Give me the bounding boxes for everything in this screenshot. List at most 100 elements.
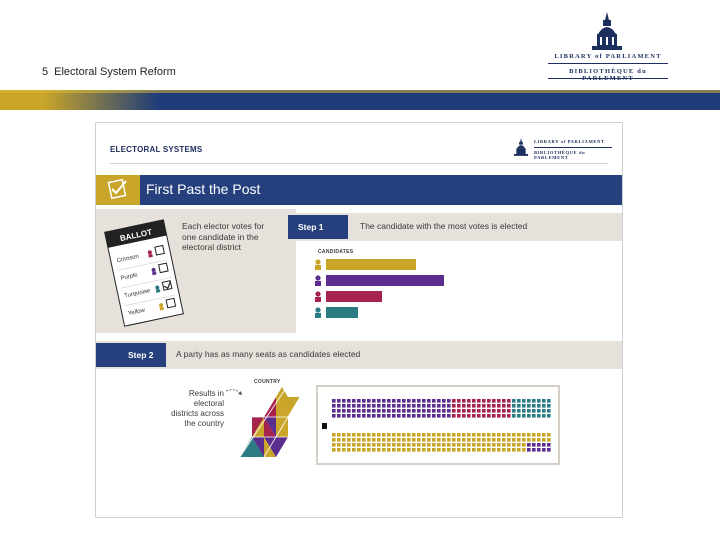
- seat: [377, 409, 381, 413]
- seat: [527, 433, 531, 437]
- seat: [342, 448, 346, 452]
- slide-title: 5 Electoral System Reform: [42, 66, 176, 78]
- seat: [467, 448, 471, 452]
- seat: [432, 414, 436, 418]
- seat: [332, 438, 336, 442]
- seat: [532, 443, 536, 447]
- seat: [432, 404, 436, 408]
- seat: [502, 433, 506, 437]
- seat: [472, 438, 476, 442]
- seat: [517, 443, 521, 447]
- seat: [542, 399, 546, 403]
- seat: [397, 433, 401, 437]
- seat: [437, 399, 441, 403]
- seat: [352, 433, 356, 437]
- seat: [367, 443, 371, 447]
- seat: [542, 409, 546, 413]
- electoral-systems-infographic: ELECTORAL SYSTEMS LIBRARY of PARLIAMENT …: [95, 122, 623, 518]
- seat: [472, 443, 476, 447]
- seat: [357, 404, 361, 408]
- seat: [547, 409, 551, 413]
- seat: [467, 443, 471, 447]
- seat: [472, 414, 476, 418]
- seat: [542, 438, 546, 442]
- seat: [347, 409, 351, 413]
- seat: [352, 414, 356, 418]
- seat: [477, 414, 481, 418]
- seat: [512, 399, 516, 403]
- seat: [362, 433, 366, 437]
- seat: [492, 433, 496, 437]
- seat: [382, 443, 386, 447]
- seat: [392, 399, 396, 403]
- seat: [532, 404, 536, 408]
- seat: [457, 414, 461, 418]
- infographic-logo-divider: [534, 147, 612, 148]
- seat: [477, 443, 481, 447]
- seat: [347, 404, 351, 408]
- library-of-parliament-logo: LIBRARY of PARLIAMENT BIBLIOTHÈQUE du PA…: [544, 12, 672, 82]
- seat: [442, 433, 446, 437]
- seat: [412, 414, 416, 418]
- seat: [502, 448, 506, 452]
- seat: [437, 404, 441, 408]
- seat: [347, 399, 351, 403]
- seat: [462, 414, 466, 418]
- seat: [462, 448, 466, 452]
- seat: [547, 404, 551, 408]
- seat: [347, 443, 351, 447]
- seat: [367, 438, 371, 442]
- seat: [402, 399, 406, 403]
- seat: [502, 438, 506, 442]
- seat: [407, 448, 411, 452]
- seat: [437, 448, 441, 452]
- candidate-bar-crimson: [326, 291, 382, 302]
- slide-title-text: Electoral System Reform: [54, 66, 176, 78]
- seat: [372, 438, 376, 442]
- section-title-bar: First Past the Post: [96, 175, 622, 205]
- seat: [377, 448, 381, 452]
- seat: [352, 404, 356, 408]
- seat: [537, 404, 541, 408]
- seat: [417, 443, 421, 447]
- ballot-option-2: Turquoise: [124, 288, 152, 300]
- seat: [507, 414, 511, 418]
- seat: [512, 438, 516, 442]
- ballot-option-0: Crimson: [116, 254, 139, 265]
- seat: [382, 404, 386, 408]
- seat: [347, 433, 351, 437]
- seat: [472, 448, 476, 452]
- seat: [382, 438, 386, 442]
- seat: [492, 438, 496, 442]
- seat: [497, 409, 501, 413]
- seat: [417, 438, 421, 442]
- seat: [362, 409, 366, 413]
- seat: [337, 414, 341, 418]
- seat: [382, 433, 386, 437]
- seat: [402, 409, 406, 413]
- header-divider: [110, 163, 608, 164]
- seat: [447, 438, 451, 442]
- seat: [487, 443, 491, 447]
- seat: [477, 448, 481, 452]
- seat: [422, 448, 426, 452]
- candidate-row-yellow: [315, 259, 416, 270]
- seat: [397, 404, 401, 408]
- seat: [417, 414, 421, 418]
- seat: [532, 433, 536, 437]
- seat: [412, 433, 416, 437]
- seat: [537, 448, 541, 452]
- seat: [487, 448, 491, 452]
- seat: [452, 409, 456, 413]
- seat: [532, 414, 536, 418]
- seat: [477, 438, 481, 442]
- seat: [377, 438, 381, 442]
- seat: [332, 414, 336, 418]
- seat: [417, 404, 421, 408]
- candidate-row-turquoise: [315, 307, 358, 318]
- seat: [377, 414, 381, 418]
- seat: [427, 448, 431, 452]
- elector-explanation: Each elector votes for one candidate in …: [182, 221, 265, 252]
- seat: [462, 438, 466, 442]
- seat: [537, 438, 541, 442]
